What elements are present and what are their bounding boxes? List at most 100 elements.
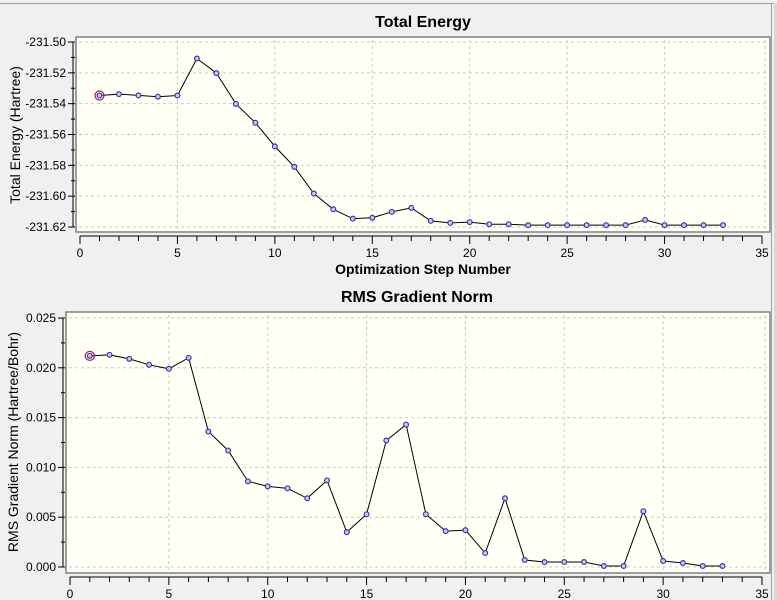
data-point[interactable]	[106, 351, 113, 358]
data-point[interactable]	[252, 119, 259, 126]
data-point[interactable]	[541, 559, 548, 566]
data-point[interactable]	[146, 361, 153, 368]
data-point[interactable]	[205, 428, 212, 435]
data-point[interactable]	[427, 217, 434, 224]
data-point[interactable]	[544, 222, 551, 229]
x-tick-label: 30	[656, 587, 670, 600]
y-tick-label: -231.60	[25, 189, 66, 203]
data-point[interactable]	[581, 559, 588, 566]
data-point[interactable]	[583, 222, 590, 229]
data-point[interactable]	[521, 557, 528, 564]
data-point[interactable]	[681, 222, 688, 229]
data-point[interactable]	[349, 215, 356, 222]
data-point[interactable]	[660, 558, 667, 565]
data-point[interactable]	[304, 495, 311, 502]
x-tick-label: 15	[360, 587, 374, 600]
data-point[interactable]	[244, 478, 251, 485]
data-point[interactable]	[408, 204, 415, 211]
data-point[interactable]	[462, 527, 469, 534]
data-point[interactable]	[422, 511, 429, 518]
data-point[interactable]	[501, 495, 508, 502]
data-point[interactable]	[135, 92, 142, 99]
y-axis-label: RMS Gradient Norm (Hartree/Bohr)	[5, 332, 21, 552]
data-point[interactable]	[466, 219, 473, 226]
x-tick-label: 5	[166, 587, 173, 600]
data-point[interactable]	[86, 352, 93, 359]
data-point[interactable]	[482, 550, 489, 557]
data-point[interactable]	[225, 447, 232, 454]
data-point[interactable]	[505, 221, 512, 228]
x-tick-label: 20	[463, 246, 477, 260]
y-tick-label: 0.010	[26, 460, 56, 474]
window-scrollbar-edge	[774, 3, 777, 600]
data-point[interactable]	[165, 365, 172, 372]
selected-point-ring	[84, 350, 95, 361]
data-point[interactable]	[154, 93, 161, 100]
data-point[interactable]	[525, 222, 532, 229]
x-tick-label: 20	[459, 587, 473, 600]
data-point[interactable]	[700, 222, 707, 229]
data-point[interactable]	[96, 92, 103, 99]
x-tick-label: 25	[558, 587, 572, 600]
data-point[interactable]	[564, 222, 571, 229]
x-tick-label: 30	[658, 246, 672, 260]
data-point[interactable]	[363, 511, 370, 518]
data-point[interactable]	[115, 91, 122, 98]
data-point[interactable]	[447, 219, 454, 226]
data-point[interactable]	[640, 508, 647, 515]
data-point[interactable]	[442, 528, 449, 535]
data-point[interactable]	[661, 222, 668, 229]
data-point[interactable]	[232, 100, 239, 107]
data-point[interactable]	[193, 55, 200, 62]
y-tick-label: -231.54	[25, 97, 66, 111]
data-point[interactable]	[699, 563, 706, 570]
rms-gradient-chart: RMS Gradient Norm RMS Gradient Norm (Har…	[5, 289, 771, 600]
data-point[interactable]	[324, 477, 331, 484]
y-axis-label: Total Energy (Hartree)	[7, 66, 23, 204]
data-point[interactable]	[600, 563, 607, 570]
data-point[interactable]	[271, 143, 278, 150]
data-point[interactable]	[486, 221, 493, 228]
x-tick-label: 0	[67, 587, 74, 600]
total-energy-chart: Total Energy Total Energy (Hartree) Opti…	[7, 14, 771, 277]
y-tick-label: -231.58	[25, 158, 66, 172]
chart-title: RMS Gradient Norm	[341, 289, 493, 306]
chart-title: Total Energy	[375, 14, 471, 31]
y-tick-label: 0.015	[26, 411, 56, 425]
data-point[interactable]	[185, 354, 192, 361]
y-tick-label: 0.020	[26, 361, 56, 375]
window-top-border	[0, 3, 774, 4]
x-tick-label: 15	[366, 246, 380, 260]
data-point[interactable]	[343, 529, 350, 536]
data-point[interactable]	[620, 563, 627, 570]
data-point[interactable]	[383, 437, 390, 444]
data-point[interactable]	[174, 92, 181, 99]
data-point[interactable]	[622, 222, 629, 229]
y-tick-label: -231.52	[25, 66, 66, 80]
data-point[interactable]	[126, 355, 133, 362]
selected-point-ring	[94, 90, 105, 101]
data-point[interactable]	[310, 190, 317, 197]
data-point[interactable]	[330, 206, 337, 213]
data-point[interactable]	[719, 563, 726, 570]
window-right-border	[771, 3, 772, 600]
plot-area	[65, 311, 771, 574]
data-point[interactable]	[720, 222, 727, 229]
data-point[interactable]	[403, 421, 410, 428]
x-axis-label: Optimization Step Number	[335, 261, 511, 277]
data-point[interactable]	[213, 70, 220, 77]
x-tick-label: 35	[755, 587, 769, 600]
x-tick-label: 25	[560, 246, 574, 260]
data-point[interactable]	[561, 559, 568, 566]
data-point[interactable]	[284, 485, 291, 492]
data-point[interactable]	[679, 560, 686, 567]
data-point[interactable]	[642, 216, 649, 223]
data-point[interactable]	[264, 483, 271, 490]
x-tick-label: 10	[261, 587, 275, 600]
x-tick-label: 5	[174, 246, 181, 260]
data-point[interactable]	[388, 208, 395, 215]
data-point[interactable]	[369, 214, 376, 221]
data-point[interactable]	[603, 222, 610, 229]
data-point[interactable]	[291, 163, 298, 170]
